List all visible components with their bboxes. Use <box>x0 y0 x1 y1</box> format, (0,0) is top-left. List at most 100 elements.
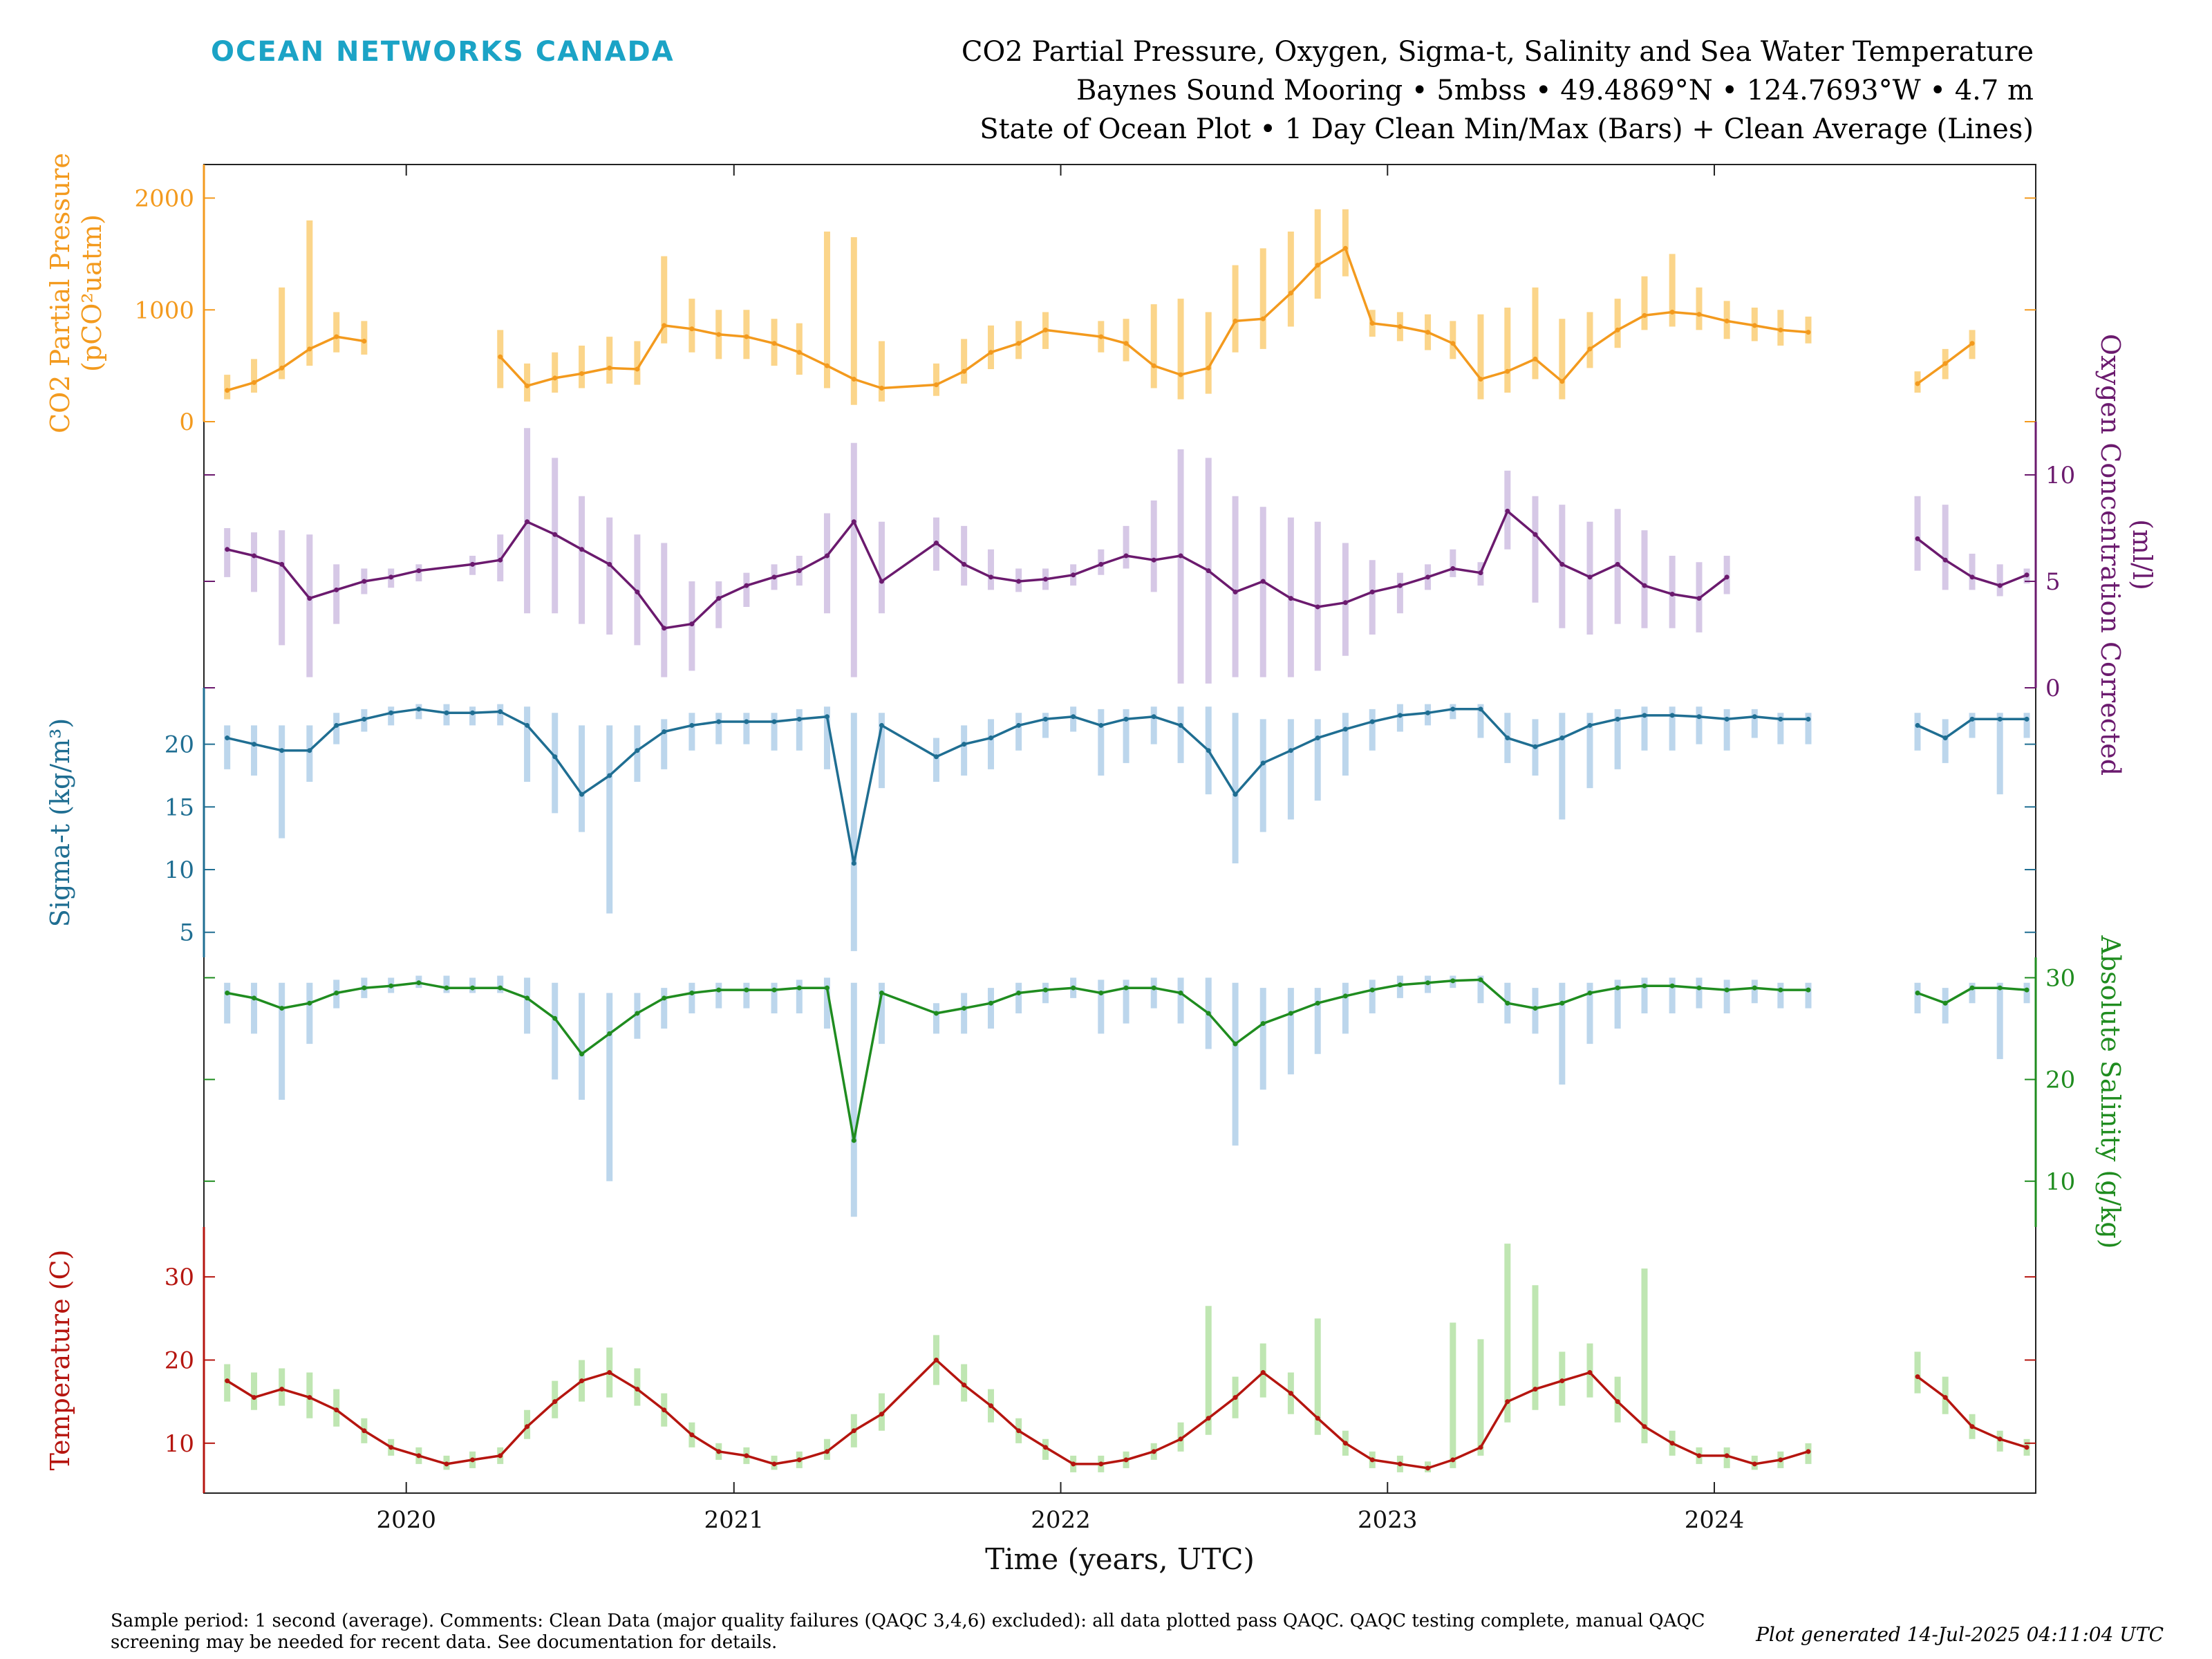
oxygen-panel: 0 5 10 Oxygen Concentration Corrected (ml/l) <box>204 334 2157 776</box>
sigma-average-point <box>1098 722 1104 728</box>
sigma-average-point <box>1669 713 1675 718</box>
temp-average-point <box>1696 1453 1702 1459</box>
salinity-average-point <box>1724 987 1730 993</box>
temp-average-point <box>1178 1436 1183 1442</box>
temp-average-point <box>1669 1441 1675 1446</box>
temp-average-point <box>1806 1449 1811 1454</box>
salinity-average-point <box>933 1011 939 1016</box>
salinity-average-point <box>1942 1000 1948 1006</box>
ocean-networks-canada-logo: OCEAN NETWORKS CANADA <box>211 36 675 68</box>
co2-average-line <box>227 335 365 392</box>
co2-average-point <box>1425 330 1431 335</box>
oxygen-average-point <box>1505 508 1510 514</box>
salinity-average-point <box>552 1015 558 1021</box>
oxygen-average-point <box>1478 570 1483 576</box>
temp-average-point <box>552 1399 558 1405</box>
oxygen-average-point <box>796 568 802 574</box>
x-tick-label: 2020 <box>376 1506 436 1534</box>
salinity-average-point <box>525 995 530 1001</box>
salinity-average-point <box>662 995 667 1001</box>
temp-average-point <box>962 1382 967 1388</box>
temp-average-point <box>498 1453 503 1459</box>
temp-tick-label: 20 <box>165 1347 194 1375</box>
oxygen-average-point <box>824 553 830 559</box>
co2-average-point <box>689 326 695 332</box>
oxygen-average-point <box>1016 579 1022 584</box>
oxygen-average-point <box>1587 574 1593 580</box>
co2-average-point <box>1151 363 1156 368</box>
co2-average-point <box>362 339 367 344</box>
oxygen-average-point <box>1559 561 1565 567</box>
oxygen-average-point <box>1288 596 1293 601</box>
co2-average-point <box>1533 356 1538 362</box>
salinity-average-point <box>635 1011 640 1016</box>
salinity-average-point <box>1260 1021 1266 1027</box>
co2-average-point <box>1696 312 1702 317</box>
co2-average-point <box>1559 379 1565 384</box>
co2-average-point <box>1505 368 1510 374</box>
temp-average-point <box>1642 1424 1647 1430</box>
salinity-average-point <box>1696 985 1702 991</box>
salinity-average-point <box>851 1138 856 1143</box>
sigma-panel: 5 10 15 20 Sigma-t (kg/m³) <box>45 688 2036 957</box>
temp-average-point <box>1478 1445 1483 1450</box>
temp-average-point <box>1778 1457 1783 1463</box>
co2-tick-label: 2000 <box>134 185 194 213</box>
salinity-average-point <box>1669 983 1675 988</box>
oxygen-average-point <box>1123 553 1129 559</box>
temp-average-point <box>1071 1461 1076 1467</box>
sigma-average-point <box>824 714 830 720</box>
oxygen-average-point <box>1098 561 1104 567</box>
salinity-average-point <box>579 1051 585 1057</box>
sigma-average-point <box>796 716 802 722</box>
co2-average-point <box>1123 341 1129 346</box>
x-tick-label: 2022 <box>1031 1506 1091 1534</box>
temp-average-point <box>1587 1370 1593 1376</box>
salinity-average-point <box>988 1000 993 1006</box>
footer-generated-timestamp: Plot generated 14-Jul-2025 04:11:04 UTC <box>1756 1623 2164 1646</box>
oxygen-average-point <box>1071 572 1076 578</box>
salinity-average-point <box>771 987 777 993</box>
temp-average-point <box>307 1395 312 1400</box>
sigma-average-point <box>851 861 856 866</box>
co2-axis-title: CO2 Partial Pressure <box>45 153 75 433</box>
plot-frame <box>203 164 2036 1494</box>
sigma-tick-label: 10 <box>165 856 194 884</box>
sigma-average-point <box>771 719 777 724</box>
oxygen-average-point <box>1969 574 1975 580</box>
x-tick-label: 2023 <box>1358 1506 1418 1534</box>
oxygen-average-point <box>1369 589 1375 594</box>
co2-average-point <box>796 350 802 355</box>
salinity-average-point <box>1642 983 1647 988</box>
temp-average-point <box>851 1428 856 1434</box>
temp-average-point <box>1397 1461 1403 1467</box>
salinity-average-point <box>1042 987 1048 993</box>
salinity-average-point <box>744 987 749 993</box>
salinity-average-point <box>824 985 830 991</box>
temp-minmax-bars <box>224 1244 2030 1472</box>
oxygen-average-point <box>1260 579 1266 584</box>
temp-average-point <box>662 1407 667 1413</box>
temp-average-point <box>1724 1453 1730 1459</box>
salinity-tick-label: 30 <box>2045 964 2075 992</box>
sigma-average-point <box>307 748 312 753</box>
co2-average-point <box>1669 309 1675 315</box>
salinity-average-point <box>498 985 503 991</box>
temp-average-point <box>1206 1416 1211 1421</box>
oxygen-average-point <box>1615 561 1620 567</box>
sigma-average-point <box>1151 714 1156 720</box>
salinity-average-point <box>1997 985 2003 991</box>
oxygen-average-point <box>2024 572 2030 578</box>
sigma-average-point <box>607 773 612 778</box>
co2-average-point <box>607 365 612 371</box>
sigma-average-point <box>1342 727 1348 732</box>
sigma-average-point <box>1369 719 1375 724</box>
salinity-average-point <box>1559 1000 1565 1006</box>
oxygen-tick-label: 10 <box>2045 462 2075 489</box>
salinity-average-point <box>307 1000 312 1006</box>
sigma-average-point <box>525 722 530 728</box>
salinity-average-point <box>1533 1006 1538 1011</box>
salinity-average-point <box>279 1006 285 1011</box>
co2-average-point <box>635 366 640 372</box>
